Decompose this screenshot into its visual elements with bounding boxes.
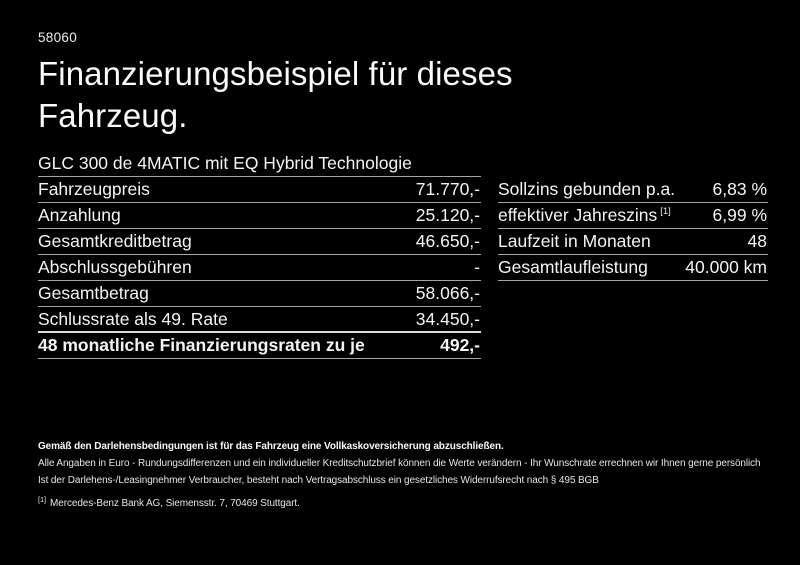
table-row-sollzins: Sollzins gebunden p.a. 6,83 % [498, 177, 768, 203]
row-value: 6,83 % [712, 179, 767, 199]
table-row-gesamtlaufleistung: Gesamtlaufleistung 40.000 km [498, 255, 768, 281]
vehicle-model: GLC 300 de 4MATIC mit EQ Hybrid Technolo… [38, 152, 412, 173]
row-label: Anzahlung [38, 205, 121, 225]
table-row-monthly-rate-total: 48 monatliche Finanzierungsraten zu je 4… [38, 333, 481, 359]
row-value: 46.650,- [415, 231, 480, 251]
row-label: Gesamtkreditbetrag [38, 231, 192, 251]
row-value: 48 [747, 231, 767, 251]
footnote-reference-text: Mercedes-Benz Bank AG, Siemensstr. 7, 70… [50, 498, 300, 509]
page-title: Finanzierungsbeispiel für dieses Fahrzeu… [38, 55, 513, 134]
row-value: 492,- [440, 335, 480, 355]
conditions-table: Sollzins gebunden p.a. 6,83 % effektiver… [498, 177, 768, 281]
doc-number: 58060 [38, 30, 78, 45]
footnote-withdrawal-right: Ist der Darlehens-/Leasingnehmer Verbrau… [38, 475, 599, 486]
row-value: 6,99 % [712, 205, 767, 225]
table-row-fahrzeugpreis: Fahrzeugpreis 71.770,- [38, 177, 481, 203]
row-label: Fahrzeugpreis [38, 179, 150, 199]
footnote-marker: [1] [660, 206, 671, 218]
financing-table: GLC 300 de 4MATIC mit EQ Hybrid Technolo… [38, 150, 481, 359]
row-value: 25.120,- [415, 205, 480, 225]
row-label: Abschlussgebühren [38, 257, 192, 277]
row-label: Sollzins gebunden p.a. [498, 179, 676, 199]
table-row-schlussrate: Schlussrate als 49. Rate 34.450,- [38, 307, 481, 333]
footnote-insurance: Gemäß den Darlehensbedingungen ist für d… [38, 441, 504, 452]
table-row-effektiver-jahreszins: effektiver Jahreszins [1] 6,99 % [498, 203, 768, 229]
row-value: - [474, 257, 480, 277]
row-value: 71.770,- [415, 179, 480, 199]
row-value: 58.066,- [415, 283, 480, 303]
table-row-gesamtbetrag: Gesamtbetrag 58.066,- [38, 281, 481, 307]
table-row-gesamtkreditbetrag: Gesamtkreditbetrag 46.650,- [38, 229, 481, 255]
row-label: 48 monatliche Finanzierungsraten zu je [38, 335, 365, 355]
footnote-reference-marker: [1] [38, 494, 47, 504]
footnote-bank-reference: [1] Mercedes-Benz Bank AG, Siemensstr. 7,… [38, 494, 783, 509]
footnote-disclaimer: Alle Angaben in Euro - Rundungsdifferenz… [38, 458, 761, 469]
row-label: Laufzeit in Monaten [498, 231, 651, 251]
row-label: Gesamtlaufleistung [498, 257, 648, 277]
table-row-abschlussgebuehren: Abschlussgebühren - [38, 255, 481, 281]
row-label: Gesamtbetrag [38, 283, 149, 303]
table-row-laufzeit: Laufzeit in Monaten 48 [498, 229, 768, 255]
vehicle-model-row: GLC 300 de 4MATIC mit EQ Hybrid Technolo… [38, 150, 481, 177]
row-label: effektiver Jahreszins [1] [498, 205, 671, 226]
row-label: Schlussrate als 49. Rate [38, 308, 228, 329]
footnotes-block: Gemäß den Darlehensbedingungen ist für d… [38, 441, 783, 515]
row-label-text: effektiver Jahreszins [498, 205, 658, 225]
row-value: 34.450,- [415, 308, 480, 329]
row-value: 40.000 km [685, 257, 767, 277]
table-row-anzahlung: Anzahlung 25.120,- [38, 203, 481, 229]
